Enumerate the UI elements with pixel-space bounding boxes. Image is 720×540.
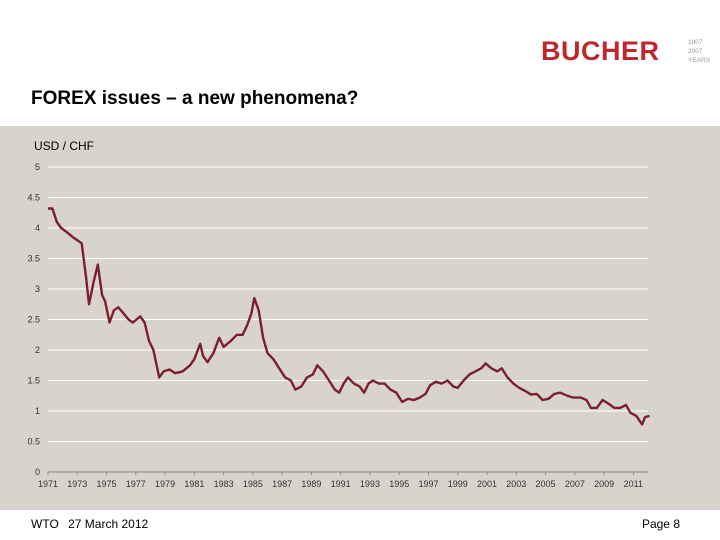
- y-tick-label: 5: [35, 162, 40, 172]
- x-tick-label: 1979: [155, 479, 175, 489]
- line-chart: USD / CHF 0 0.5 1 1.5 2 2.5 3 3.5 4 4.5 5 1971 1973 19…: [27, 139, 650, 489]
- page-number: Page 8: [641, 517, 680, 531]
- footer-info: WTO 27 March 2012: [31, 517, 154, 531]
- x-tick-label: 2005: [536, 479, 556, 489]
- y-tick-label: 1.5: [27, 376, 40, 386]
- x-tick-label: 1987: [272, 479, 292, 489]
- x-tick-label: 2009: [594, 479, 614, 489]
- y-tick-label: 2: [35, 345, 40, 355]
- y-tick-label: 1: [35, 406, 40, 416]
- y-tick-label: 3: [35, 284, 40, 294]
- slide-title: FOREX issues – a new phenomena?: [31, 88, 359, 109]
- x-tick-label: 1975: [97, 479, 117, 489]
- x-tick-label: 2001: [477, 479, 497, 489]
- badge-line: 1807: [688, 39, 703, 46]
- badge-line: YEARS: [688, 57, 711, 64]
- x-tick-label: 1999: [448, 479, 468, 489]
- x-tick-label: 1991: [331, 479, 351, 489]
- y-tick-label: 0.5: [27, 437, 40, 447]
- badge-line: 2007: [688, 48, 703, 55]
- chart-title: USD / CHF: [34, 139, 94, 153]
- anniversary-badge: 1807 2007 YEARS: [688, 38, 718, 65]
- x-tick-label: 1995: [389, 479, 409, 489]
- x-tick-label: 1985: [243, 479, 263, 489]
- series-line-usd-chf: [48, 207, 650, 426]
- x-tick-label: 1983: [214, 479, 234, 489]
- x-tick-label: 1981: [184, 479, 204, 489]
- chart-panel: USD / CHF 0 0.5 1 1.5 2 2.5 3 3.5 4 4.5 5 1971 1973 19…: [0, 126, 720, 510]
- x-tick-label: 1977: [126, 479, 146, 489]
- footer-org: WTO: [31, 517, 59, 531]
- company-logo: BUCHER: [541, 36, 660, 66]
- x-tick-label: 1971: [38, 479, 58, 489]
- y-tick-label: 2.5: [27, 315, 40, 325]
- x-tick-label: 2007: [565, 479, 585, 489]
- x-tick-label: 1993: [360, 479, 380, 489]
- footer-date: 27 March 2012: [68, 517, 149, 531]
- x-tick-label: 1989: [301, 479, 321, 489]
- y-tick-label: 4.5: [27, 193, 40, 203]
- y-tick-label: 4: [35, 223, 40, 233]
- x-tick-label: 2003: [506, 479, 526, 489]
- x-tick-label: 1973: [67, 479, 87, 489]
- x-tick-label: 2011: [624, 479, 643, 489]
- x-tick-label: 1997: [418, 479, 438, 489]
- y-tick-label: 3.5: [27, 254, 40, 264]
- y-tick-label: 0: [35, 467, 40, 477]
